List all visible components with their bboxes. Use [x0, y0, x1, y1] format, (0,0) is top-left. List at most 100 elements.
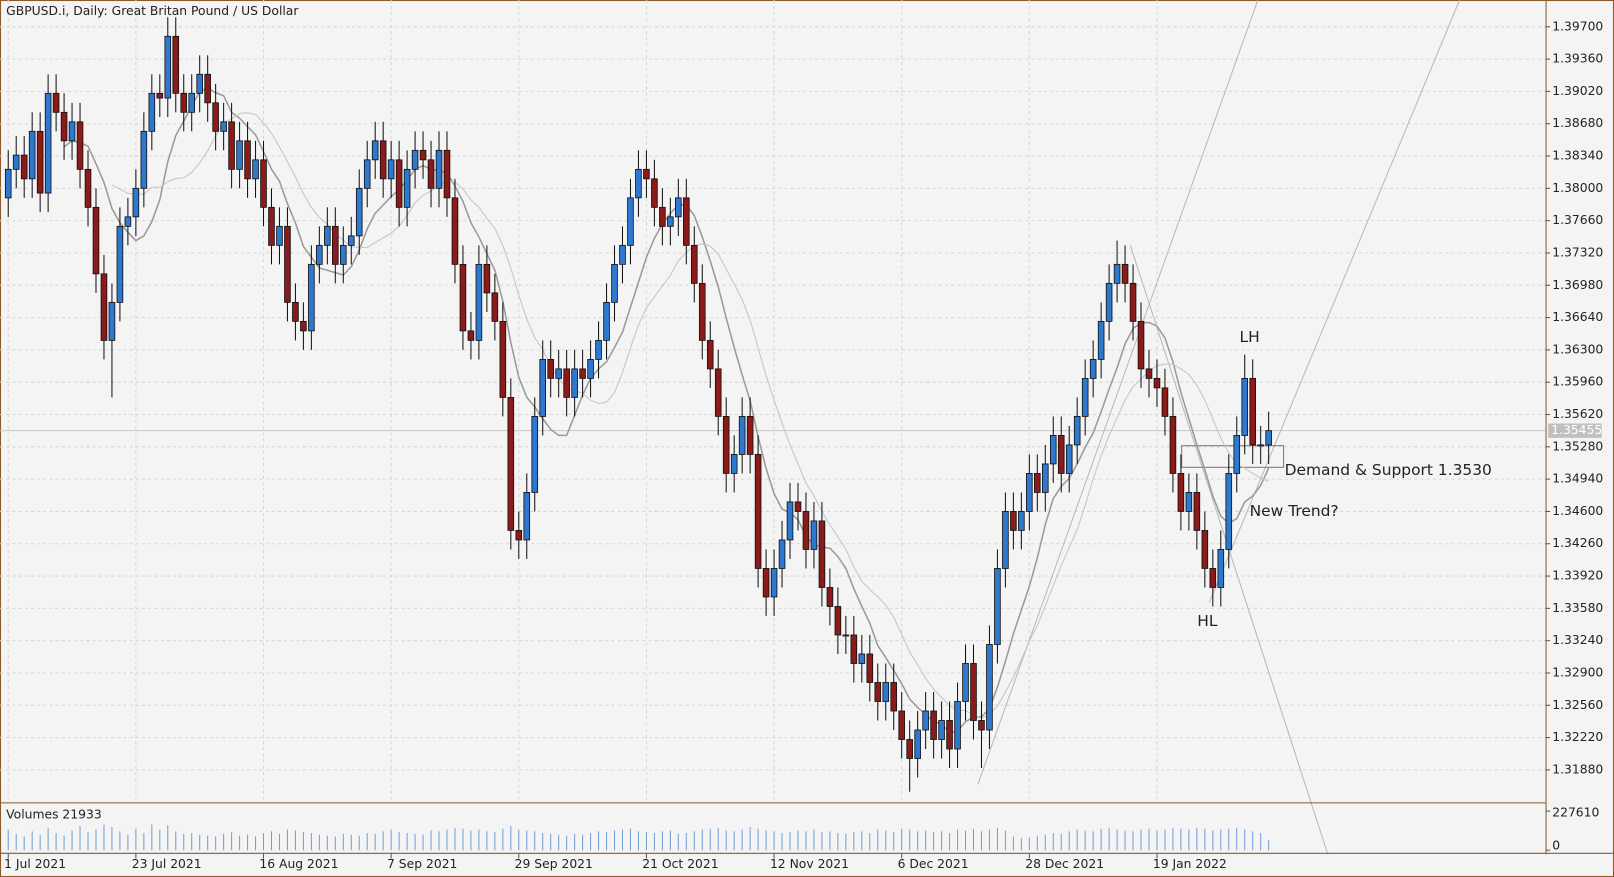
candle-body: [1057, 435, 1065, 474]
y-tick-label: 1.32220: [1552, 730, 1603, 744]
candle-body: [300, 320, 307, 332]
candle-body: [818, 520, 826, 588]
moving-average: [111, 112, 1269, 720]
candle-body: [132, 187, 140, 218]
candle-body: [172, 35, 180, 94]
y-tick-label: 1.33920: [1552, 569, 1603, 583]
candle-body: [515, 530, 523, 541]
candle-body: [667, 216, 674, 227]
y-tick-label: 1.34940: [1552, 472, 1603, 486]
candle-body: [435, 149, 443, 189]
candle-body: [467, 330, 475, 341]
y-tick-label: 1.37660: [1552, 213, 1603, 227]
candle-body: [1257, 444, 1264, 447]
candle-body: [938, 720, 945, 740]
candle-body: [643, 168, 650, 180]
y-tick-label: 1.37320: [1552, 245, 1603, 259]
candle-body: [563, 368, 570, 398]
candle-body: [954, 701, 961, 750]
y-tick-label: 1.34260: [1552, 536, 1603, 550]
candle-body: [810, 520, 818, 550]
candle-body: [52, 92, 60, 113]
candle-body: [1113, 263, 1121, 284]
candle-body: [427, 159, 435, 189]
candle-body: [930, 710, 937, 740]
current-price-label: 1.35455: [1551, 423, 1602, 437]
candle-body: [1089, 358, 1097, 379]
moving-average: [63, 87, 1270, 734]
candle-body: [387, 159, 395, 180]
candle-body: [914, 729, 921, 759]
candle-body: [531, 415, 539, 493]
candle-body: [986, 644, 993, 731]
candle-body: [1241, 377, 1249, 436]
candle-body: [946, 720, 953, 750]
x-tick-label: 28 Dec 2021: [1025, 857, 1104, 871]
candle-body: [1010, 511, 1017, 531]
candle-body: [475, 263, 483, 341]
candle-body: [579, 368, 586, 379]
candle-body: [68, 121, 76, 142]
candle-body: [539, 358, 547, 417]
candle-body: [100, 273, 108, 341]
candle-body: [1065, 444, 1073, 474]
candle-body: [794, 501, 802, 512]
candle-body: [339, 244, 347, 265]
candle-body: [1097, 320, 1105, 360]
demand-zone: [1181, 445, 1285, 468]
candle-body: [635, 168, 642, 199]
y-tick-label: 1.33580: [1552, 601, 1603, 615]
x-tick-label: 12 Nov 2021: [770, 857, 849, 871]
axes: 1.39700 1.39360 1.39020 1.38680 1.38340 1.380…: [4, 19, 1603, 871]
candle-body: [1081, 377, 1089, 417]
candle-body: [898, 710, 905, 740]
candle-body: [842, 634, 850, 637]
x-tick-label: 23 Jul 2021: [132, 857, 202, 871]
candle-body: [1049, 435, 1057, 465]
candle-body: [332, 225, 339, 265]
candle-body: [1233, 435, 1241, 474]
y-tick-label: 1.39700: [1552, 19, 1603, 33]
candle-body: [395, 159, 403, 208]
y-tick-label: 1.38340: [1552, 149, 1603, 163]
y-tick-label: 1.35280: [1552, 439, 1603, 453]
candle-body: [698, 282, 706, 341]
candle-body: [778, 539, 786, 569]
candle-body: [188, 92, 196, 113]
x-tick-label: 16 Aug 2021: [259, 857, 338, 871]
candle-body: [1121, 263, 1129, 284]
candle-body: [499, 320, 507, 398]
candle-body: [1073, 415, 1081, 446]
candle-body: [236, 140, 243, 170]
candle-body: [834, 606, 842, 636]
y-tick-label: 1.38680: [1552, 116, 1603, 130]
candle-body: [762, 568, 770, 598]
y-tick-label: 1.33240: [1552, 633, 1603, 647]
x-tick-label: 19 Jan 2022: [1153, 857, 1227, 871]
volume-bars: [7, 824, 1270, 851]
candle-body: [196, 73, 203, 94]
candle-body: [276, 225, 283, 246]
y-tick-label: 1.36640: [1552, 310, 1603, 324]
candle-body: [92, 206, 100, 275]
candle-body: [84, 168, 92, 208]
candle-body: [555, 368, 562, 379]
y-tick-label: 1.31880: [1552, 762, 1603, 776]
candle-body: [627, 197, 634, 246]
x-tick-label: 29 Sep 2021: [515, 857, 593, 871]
candle-body: [738, 415, 746, 455]
volume-title: Volumes 21933: [6, 808, 102, 822]
candle-body: [706, 339, 714, 370]
candle-body: [228, 121, 235, 170]
current-price-box: [1548, 423, 1602, 438]
candle-body: [1026, 473, 1033, 512]
candle-body: [730, 454, 738, 474]
candle-body: [922, 710, 929, 731]
candle-body: [547, 358, 554, 379]
y-tick-label: 1.35620: [1552, 407, 1603, 421]
annotation-trend: New Trend?: [1250, 502, 1339, 520]
candle-body: [1137, 320, 1145, 370]
candle-body: [4, 168, 12, 199]
candle-body: [60, 111, 68, 142]
candle-body: [483, 263, 491, 294]
